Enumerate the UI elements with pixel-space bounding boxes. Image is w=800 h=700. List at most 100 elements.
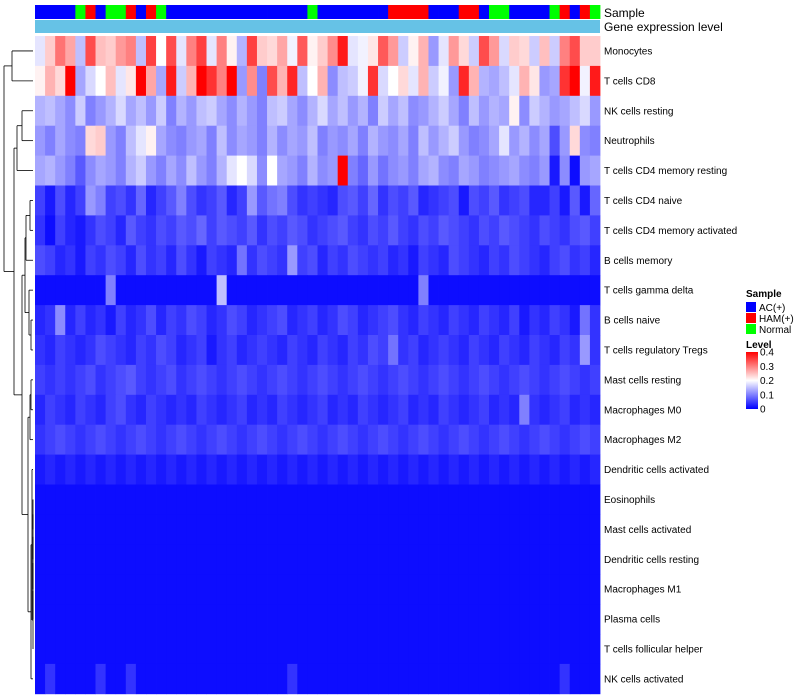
heatmap-cell bbox=[549, 663, 561, 695]
heatmap-cell bbox=[196, 663, 207, 695]
heatmap-cell bbox=[236, 275, 248, 306]
heatmap-cell bbox=[478, 185, 490, 216]
heatmap-cell bbox=[509, 454, 520, 485]
heatmap-cell bbox=[307, 574, 318, 605]
heatmap-cell bbox=[549, 95, 561, 127]
heatmap-cell bbox=[458, 275, 470, 306]
heatmap-cell bbox=[135, 95, 147, 127]
heatmap-cell bbox=[246, 484, 258, 515]
sample-annotation-cell bbox=[357, 5, 369, 19]
heatmap-cell bbox=[489, 275, 500, 306]
heatmap-cell bbox=[347, 215, 359, 246]
heatmap-cell bbox=[337, 604, 349, 635]
row-label: Dendritic cells activated bbox=[604, 465, 709, 476]
heatmap-cell bbox=[156, 36, 167, 67]
heatmap-cell bbox=[267, 65, 278, 97]
heatmap-cell bbox=[145, 484, 157, 515]
heatmap-cell bbox=[519, 185, 530, 216]
heatmap-cell bbox=[418, 36, 429, 67]
heatmap-cell bbox=[156, 215, 167, 246]
heatmap-cell bbox=[166, 364, 177, 396]
heatmap-cell bbox=[186, 394, 197, 426]
row-label: NK cells activated bbox=[604, 674, 683, 685]
heatmap-cell bbox=[549, 65, 561, 97]
heatmap-cell bbox=[589, 634, 601, 665]
heatmap-cell bbox=[388, 394, 399, 426]
heatmap-cell bbox=[145, 424, 157, 455]
heatmap-cell bbox=[287, 514, 298, 545]
heatmap-cell bbox=[95, 36, 107, 67]
heatmap-cell bbox=[327, 514, 339, 545]
heatmap-cell bbox=[206, 394, 218, 426]
heatmap-cell bbox=[196, 364, 207, 396]
heatmap-cell bbox=[549, 484, 561, 515]
heatmap-cell bbox=[428, 125, 439, 156]
heatmap-cell bbox=[277, 663, 288, 695]
heatmap-cell bbox=[559, 514, 571, 545]
heatmap-cell bbox=[529, 155, 540, 186]
heatmap-cell bbox=[287, 484, 298, 515]
heatmap-cell bbox=[569, 364, 581, 396]
heatmap-cell bbox=[35, 65, 46, 97]
heatmap-cell bbox=[317, 574, 328, 605]
heatmap-cell bbox=[589, 364, 601, 396]
heatmap-cell bbox=[499, 484, 510, 515]
heatmap-cell bbox=[277, 634, 288, 665]
heatmap-cell bbox=[226, 245, 238, 276]
heatmap-cell bbox=[105, 364, 117, 396]
heatmap-cell bbox=[367, 275, 379, 306]
heatmap-cell bbox=[589, 394, 601, 426]
heatmap-cell bbox=[478, 663, 490, 695]
heatmap-cell bbox=[246, 394, 258, 426]
heatmap-cell bbox=[105, 454, 117, 485]
heatmap-cell bbox=[337, 364, 349, 396]
heatmap-cell bbox=[539, 65, 550, 97]
heatmap-cell bbox=[236, 155, 248, 186]
heatmap-cell bbox=[75, 155, 86, 186]
heatmap-cell bbox=[579, 544, 591, 575]
heatmap-cell bbox=[438, 155, 450, 186]
heatmap-cell bbox=[357, 544, 369, 575]
heatmap-cell bbox=[186, 65, 197, 97]
heatmap-cell bbox=[378, 245, 389, 276]
heatmap-cell bbox=[519, 245, 530, 276]
heatmap-cell bbox=[398, 484, 409, 515]
heatmap-cell bbox=[428, 65, 439, 97]
heatmap-cell bbox=[418, 65, 429, 97]
heatmap-cell bbox=[539, 663, 550, 695]
heatmap-cell bbox=[569, 394, 581, 426]
heatmap-cell bbox=[65, 663, 76, 695]
heatmap-cell bbox=[569, 574, 581, 605]
heatmap-cell bbox=[418, 484, 429, 515]
heatmap-cell bbox=[196, 36, 207, 67]
heatmap-cell bbox=[327, 36, 339, 67]
heatmap-cell bbox=[448, 245, 460, 276]
heatmap-cell bbox=[468, 574, 480, 605]
heatmap-cells bbox=[35, 36, 601, 695]
heatmap-cell bbox=[468, 454, 480, 485]
heatmap-cell bbox=[75, 65, 86, 97]
heatmap-cell bbox=[186, 335, 197, 366]
heatmap-cell bbox=[125, 394, 137, 426]
heatmap-cell bbox=[115, 364, 127, 396]
heatmap-cell bbox=[256, 424, 268, 455]
heatmap-cell bbox=[499, 185, 510, 216]
heatmap-cell bbox=[307, 305, 318, 336]
heatmap-cell bbox=[388, 663, 399, 695]
heatmap-cell bbox=[45, 514, 56, 545]
heatmap-cell bbox=[75, 544, 86, 575]
sample-annotation-label: Sample bbox=[604, 6, 645, 20]
heatmap-cell bbox=[55, 95, 66, 127]
sample-annotation-cell bbox=[539, 5, 550, 19]
heatmap-cell bbox=[307, 155, 318, 186]
heatmap-cell bbox=[569, 544, 581, 575]
heatmap-cell bbox=[256, 185, 268, 216]
heatmap-cell bbox=[347, 663, 359, 695]
heatmap-cell bbox=[327, 604, 339, 635]
heatmap-cell bbox=[75, 454, 86, 485]
heatmap-cell bbox=[166, 514, 177, 545]
heatmap-cell bbox=[448, 484, 460, 515]
heatmap-cell bbox=[135, 454, 147, 485]
heatmap-cell bbox=[297, 574, 308, 605]
heatmap-cell bbox=[408, 663, 419, 695]
